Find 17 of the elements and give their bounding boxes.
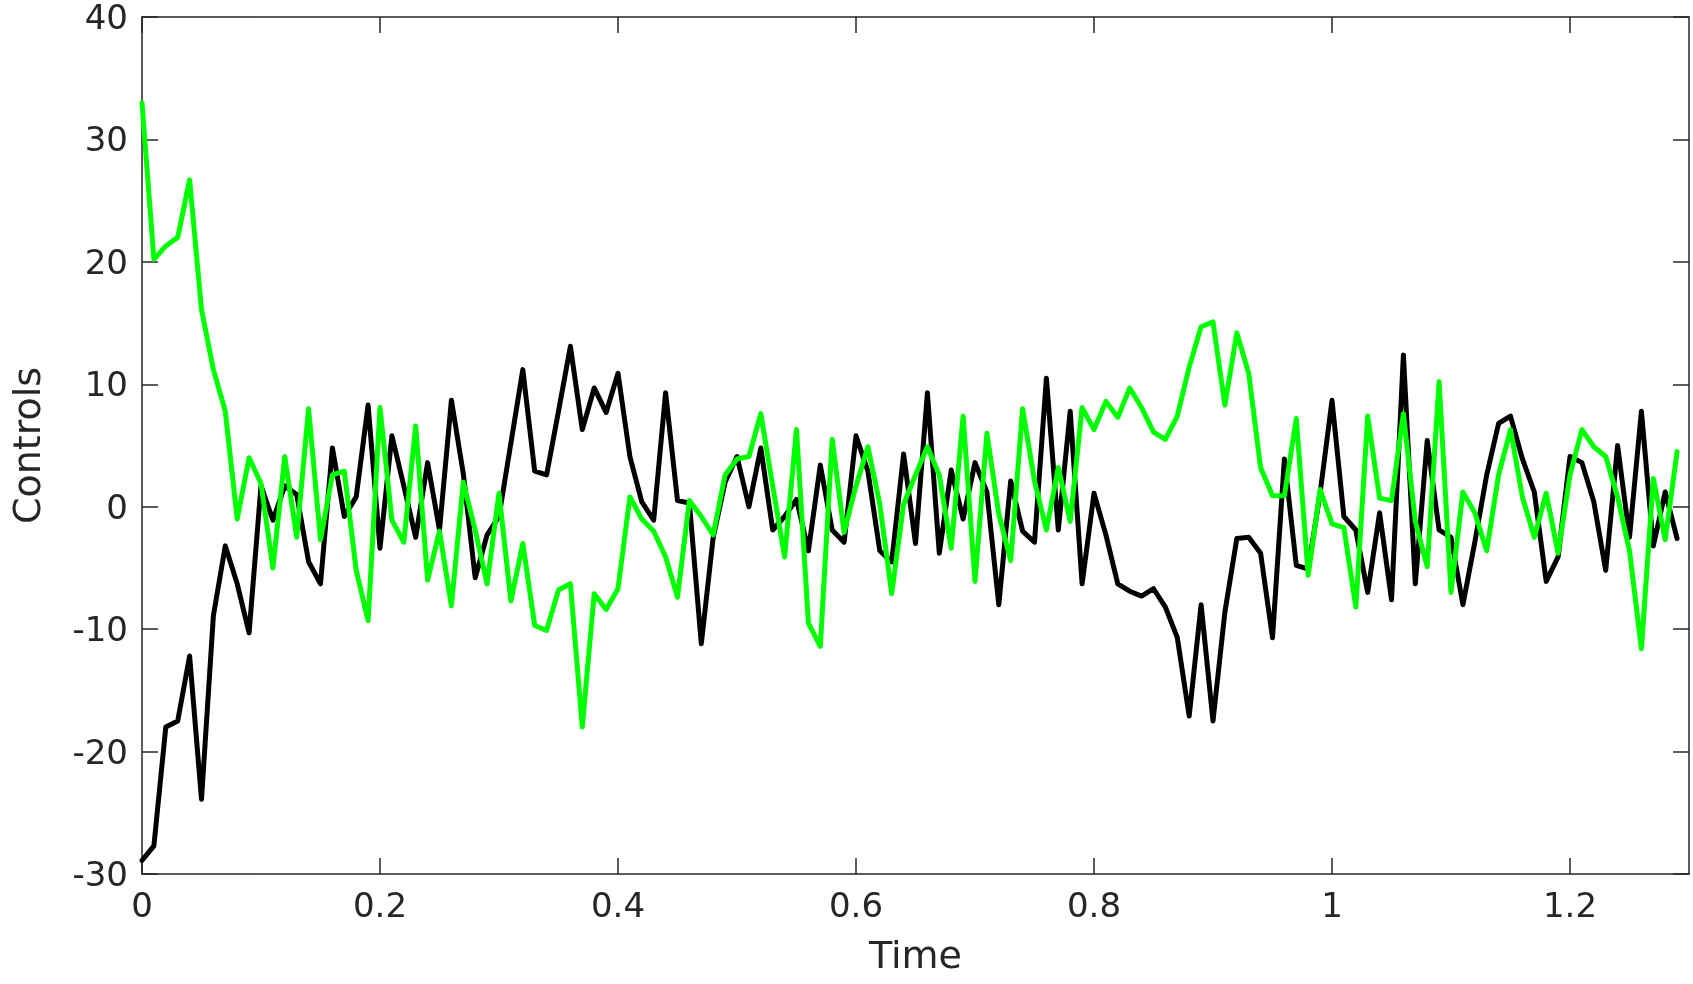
- y-tick-label: 20: [84, 241, 128, 282]
- y-tick-label: 0: [106, 486, 128, 527]
- y-tick-label: -10: [72, 609, 128, 650]
- x-tick-label: 0.6: [828, 885, 884, 925]
- x-tick-label: 1.2: [1542, 885, 1598, 925]
- y-tick-label: 40: [84, 0, 128, 37]
- y-axis-title: Controls: [5, 366, 49, 525]
- y-tick-label: 30: [84, 119, 128, 160]
- x-tick-label: 0: [131, 885, 153, 925]
- x-tick-label: 0.2: [352, 885, 408, 925]
- y-tick-label: 10: [84, 364, 128, 405]
- y-tick-label: -20: [72, 731, 128, 772]
- x-tick-label: 0.4: [590, 885, 646, 925]
- x-axis-title: Time: [868, 933, 962, 977]
- x-tick-label: 0.8: [1066, 885, 1122, 925]
- x-tick-label: 1: [1321, 885, 1343, 925]
- y-tick-label: -30: [72, 854, 128, 894]
